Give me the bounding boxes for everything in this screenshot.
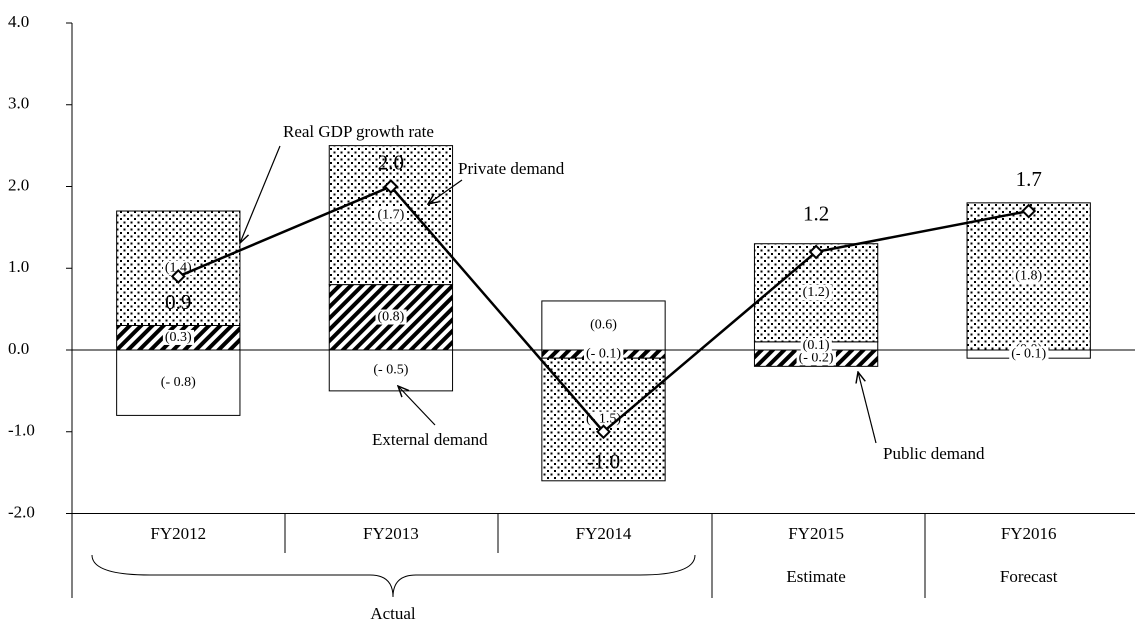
- marker: [383, 179, 399, 194]
- annotation-arrows: [240, 145, 877, 444]
- x-tick-label: FY2013: [363, 524, 419, 543]
- value-label-bg: [158, 374, 199, 390]
- value-label: (- 0.8): [161, 375, 196, 390]
- value-label-bg: [1009, 346, 1049, 362]
- x-tick-label: FY2016: [1001, 524, 1057, 543]
- value-label-bg: [375, 207, 407, 223]
- y-tick-label: 3.0: [8, 94, 29, 113]
- value-label: (- 0.5): [373, 363, 408, 378]
- y-tick-label: 0.0: [8, 339, 29, 358]
- value-label-bg: [371, 362, 411, 378]
- value-label: (0.6): [590, 318, 617, 333]
- y-tick-label: -1.0: [8, 421, 35, 440]
- marker: [596, 424, 611, 440]
- value-label-bg: [375, 309, 407, 325]
- value-label: (0.3): [165, 330, 192, 345]
- y-tick-label: 2.0: [8, 175, 29, 194]
- value-label-bg: [800, 338, 832, 354]
- value-label: (- 0.1): [1011, 346, 1046, 361]
- line-value-label: 1.2: [803, 202, 829, 226]
- value-label: (- 0.2): [799, 350, 834, 365]
- brace: [91, 554, 696, 598]
- x-tick-label: FY2014: [576, 524, 632, 543]
- category-note: Estimate: [786, 567, 845, 586]
- x-tick-label: FY2012: [150, 524, 206, 543]
- y-tick-label: 4.0: [8, 12, 29, 31]
- value-label-bg: [800, 284, 832, 300]
- value-label: (1.7): [377, 207, 404, 222]
- category-note: Forecast: [1000, 567, 1058, 586]
- value-label-bg: [796, 350, 836, 366]
- value-label: (1.8): [1015, 269, 1042, 284]
- value-label: (0.8): [377, 310, 404, 325]
- annotation: Private demand: [458, 159, 565, 178]
- line-value-label: 1.7: [1016, 167, 1042, 191]
- value-label: (- 0.1): [586, 346, 621, 361]
- x-tick-label: FY2015: [788, 524, 844, 543]
- line-value-label: 2.0: [378, 150, 404, 174]
- value-label-bg: [588, 317, 620, 333]
- y-tick-label: 1.0: [8, 257, 29, 276]
- category-table: [71, 23, 1135, 598]
- value-label-bg: [584, 346, 624, 362]
- value-label: (0.1): [803, 338, 830, 353]
- annotation: Real GDP growth rate: [283, 122, 434, 141]
- value-label-bg: [1013, 268, 1045, 284]
- line-value-label: -1.0: [587, 450, 620, 474]
- marker: [1021, 203, 1037, 219]
- value-label: (1.4): [165, 260, 192, 275]
- group-label: Actual: [370, 604, 416, 623]
- line-value-label: 0.9: [165, 290, 191, 314]
- marker: [170, 269, 186, 284]
- annotation: External demand: [372, 430, 488, 449]
- y-tick-label: -2.0: [8, 502, 35, 521]
- value-label-bg: [162, 329, 195, 345]
- annotation: Public demand: [883, 444, 985, 463]
- value-label: (1.2): [803, 285, 830, 300]
- marker: [808, 244, 824, 260]
